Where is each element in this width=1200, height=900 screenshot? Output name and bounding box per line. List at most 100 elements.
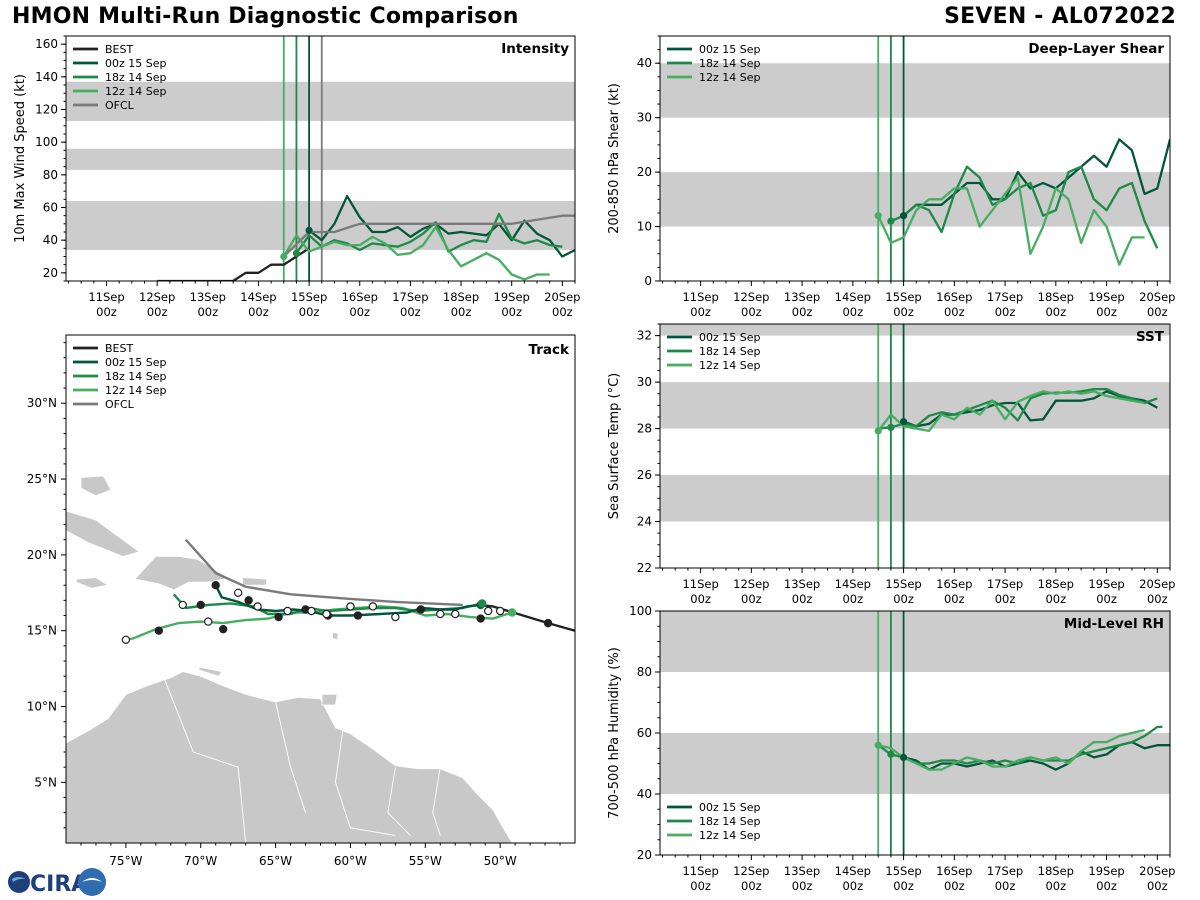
track-00z-15-sep [214, 584, 481, 617]
logo-swirl-icon [12, 877, 26, 882]
land-cuba [66, 510, 141, 557]
track-xtick-label: 50°W [484, 854, 517, 868]
shear-init-marker [899, 212, 908, 220]
sst-xtick-day: 15Sep [885, 577, 921, 591]
shear-title: Deep-Layer Shear [1028, 41, 1164, 57]
intensity-plot-area [66, 36, 575, 281]
sst-title: SST [1136, 329, 1165, 345]
track-position-point [495, 606, 505, 616]
shear-xtick-day: 12Sep [733, 290, 769, 304]
rh-init-marker [874, 741, 882, 749]
track-position-point [244, 596, 253, 605]
shear-ylabel: 200-850 hPa Shear (kt) [607, 83, 622, 234]
track-xtick-label: 60°W [334, 854, 367, 868]
track-position-point [416, 605, 426, 614]
intensity-panel: 11Sep00z12Sep00z13Sep00z14Sep00z15Sep00z… [13, 35, 580, 319]
land-jamaica [76, 577, 109, 589]
shear-xtick-day: 19Sep [1088, 290, 1124, 304]
shear-xtick-hour: 00z [893, 305, 914, 319]
country-border-2 [387, 767, 411, 836]
intensity-xtick-hour: 00z [552, 305, 573, 319]
intensity-band-2 [66, 81, 575, 121]
rh-xtick-day: 15Sep [885, 864, 921, 878]
logo-seal-icon [78, 868, 106, 896]
intensity-xtick-day: 15Sep [291, 290, 327, 304]
rh-xtick-hour: 00z [1045, 879, 1066, 893]
intensity-xtick-day: 11Sep [88, 290, 124, 304]
sst-xtick-day: 19Sep [1088, 577, 1124, 591]
rh-series-12z-14-sep [877, 728, 1145, 771]
shear-xtick-hour: 00z [792, 305, 813, 319]
track-legend-label: 00z 15 Sep [105, 356, 167, 369]
track-ytick-label: 15°N [27, 624, 57, 638]
country-border-0 [162, 676, 247, 843]
sst-init-marker [874, 427, 882, 435]
shear-series-12z-14-sep [877, 176, 1145, 266]
sst-ytick-label: 24 [637, 515, 652, 529]
sst-xtick-hour: 00z [792, 592, 813, 606]
shear-xtick-hour: 00z [741, 305, 762, 319]
intensity-xtick-day: 14Sep [240, 290, 276, 304]
rh-ylabel: 700-500 hPa Humidity (%) [607, 647, 622, 819]
sst-ytick-label: 26 [637, 468, 652, 482]
rh-panel: 11Sep00z12Sep00z13Sep00z14Sep00z15Sep00z… [607, 604, 1175, 893]
track-position-point [483, 606, 493, 616]
sst-series-18z-14-sep [878, 387, 1158, 430]
intensity-legend-label: BEST [105, 43, 133, 56]
rh-xtick-hour: 00z [842, 879, 863, 893]
intensity-xtick-hour: 00z [248, 305, 269, 319]
sst-ytick-label: 32 [637, 329, 652, 343]
sst-xtick-hour: 00z [995, 592, 1016, 606]
track-position-point [507, 608, 517, 617]
track-xtick-label: 75°W [109, 854, 142, 868]
sst-xtick-hour: 00z [1147, 592, 1168, 606]
intensity-series-00z-15-sep [308, 194, 575, 258]
rh-xtick-hour: 00z [893, 879, 914, 893]
track-position-point [451, 609, 460, 619]
intensity-xtick-day: 19Sep [494, 290, 530, 304]
cira-logo: CIRA [8, 868, 106, 897]
track-18z-14-sep [172, 593, 483, 616]
shear-legend-label: 00z 15 Sep [699, 43, 761, 56]
track-panel: 75°W 70°W 65°W 60°W 55°W 50°W 5°N 10°N 15°N 20°N 2… [27, 334, 576, 868]
intensity-band-0 [66, 200, 575, 250]
sst-xtick-hour: 00z [690, 592, 711, 606]
track-legend-label: 18z 14 Sep [105, 370, 167, 383]
shear-xtick-day: 13Sep [784, 290, 820, 304]
sst-series-12z-14-sep [877, 390, 1145, 433]
intensity-xtick-day: 12Sep [139, 290, 175, 304]
shear-xtick-day: 15Sep [885, 290, 921, 304]
sst-xtick-hour: 00z [842, 592, 863, 606]
track-position-point [196, 600, 205, 610]
land-south-america [66, 671, 513, 843]
intensity-series-12z-14-sep [282, 225, 550, 281]
rh-xtick-hour: 00z [944, 879, 965, 893]
sst-xtick-hour: 00z [944, 592, 965, 606]
sst-xtick-hour: 00z [741, 592, 762, 606]
track-position-point [307, 606, 316, 616]
storm-id-title: SEVEN - AL072022 [944, 4, 1176, 29]
intensity-ylabel: 10m Max Wind Speed (kt) [13, 74, 28, 243]
track-ytick-label: 30°N [27, 396, 57, 410]
shear-xtick-hour: 00z [690, 305, 711, 319]
shear-ytick-label: 0 [644, 274, 652, 288]
shear-xtick-hour: 00z [1096, 305, 1117, 319]
sst-band-0 [660, 475, 1170, 522]
rh-xtick-hour: 00z [995, 879, 1016, 893]
land-martinique [332, 631, 339, 641]
intensity-xtick-hour: 00z [147, 305, 168, 319]
sst-xtick-day: 17Sep [987, 577, 1023, 591]
sst-ylabel: Sea Surface Temp (°C) [607, 373, 622, 520]
land-bahamas [80, 475, 112, 497]
intensity-legend-label: OFCL [105, 99, 135, 112]
intensity-init-marker [305, 226, 313, 234]
rh-xtick-hour: 00z [1147, 879, 1168, 893]
shear-panel: 11Sep00z12Sep00z13Sep00z14Sep00z15Sep00z… [607, 35, 1175, 319]
rh-series-18z-14-sep [877, 725, 1163, 765]
rh-xtick-day: 18Sep [1038, 864, 1074, 878]
track-position-point [253, 602, 262, 611]
track-position-point [218, 624, 228, 634]
intensity-title: Intensity [501, 41, 569, 57]
country-border-4 [275, 701, 306, 813]
rh-title: Mid-Level RH [1064, 616, 1164, 632]
